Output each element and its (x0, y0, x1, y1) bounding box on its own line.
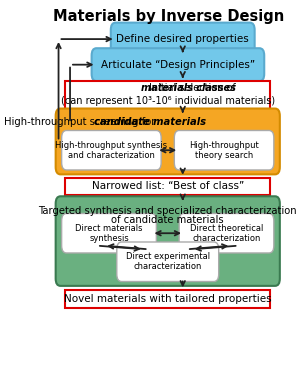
Text: High-throughput screening for: High-throughput screening for (4, 117, 158, 127)
Text: Direct materials
synthesis: Direct materials synthesis (75, 224, 143, 243)
FancyBboxPatch shape (65, 290, 270, 308)
FancyBboxPatch shape (65, 81, 270, 109)
FancyBboxPatch shape (62, 131, 161, 170)
FancyBboxPatch shape (174, 131, 274, 170)
Text: Initial selection of: Initial selection of (149, 83, 238, 93)
FancyBboxPatch shape (56, 196, 280, 286)
FancyBboxPatch shape (62, 214, 156, 253)
Text: (can represent 10³-10⁶ individual materials): (can represent 10³-10⁶ individual materi… (61, 97, 275, 106)
FancyBboxPatch shape (92, 48, 264, 81)
Text: materials classes: materials classes (141, 83, 236, 93)
Text: Targeted synthesis and specialized characterization: Targeted synthesis and specialized chara… (39, 206, 297, 216)
FancyBboxPatch shape (179, 214, 274, 253)
Text: Materials by Inverse Design: Materials by Inverse Design (53, 8, 284, 23)
Text: High-throughput synthesis
and characterization: High-throughput synthesis and characteri… (55, 141, 167, 160)
FancyBboxPatch shape (56, 109, 280, 174)
FancyBboxPatch shape (65, 178, 270, 195)
Text: Articulate “Design Principles”: Articulate “Design Principles” (101, 60, 255, 70)
Text: candidate materials: candidate materials (94, 117, 206, 127)
Text: Direct theoretical
characterization: Direct theoretical characterization (190, 224, 263, 243)
FancyBboxPatch shape (111, 23, 255, 55)
Text: High-throughput
theory search: High-throughput theory search (189, 141, 259, 160)
Text: Narrowed list: “Best of class”: Narrowed list: “Best of class” (92, 181, 244, 192)
Text: of candidate materials: of candidate materials (111, 215, 224, 225)
FancyBboxPatch shape (117, 242, 219, 281)
Text: Novel materials with tailored properties: Novel materials with tailored properties (64, 294, 272, 304)
Text: Define desired properties: Define desired properties (116, 34, 249, 44)
Text: Direct experimental
characterization: Direct experimental characterization (126, 252, 210, 272)
